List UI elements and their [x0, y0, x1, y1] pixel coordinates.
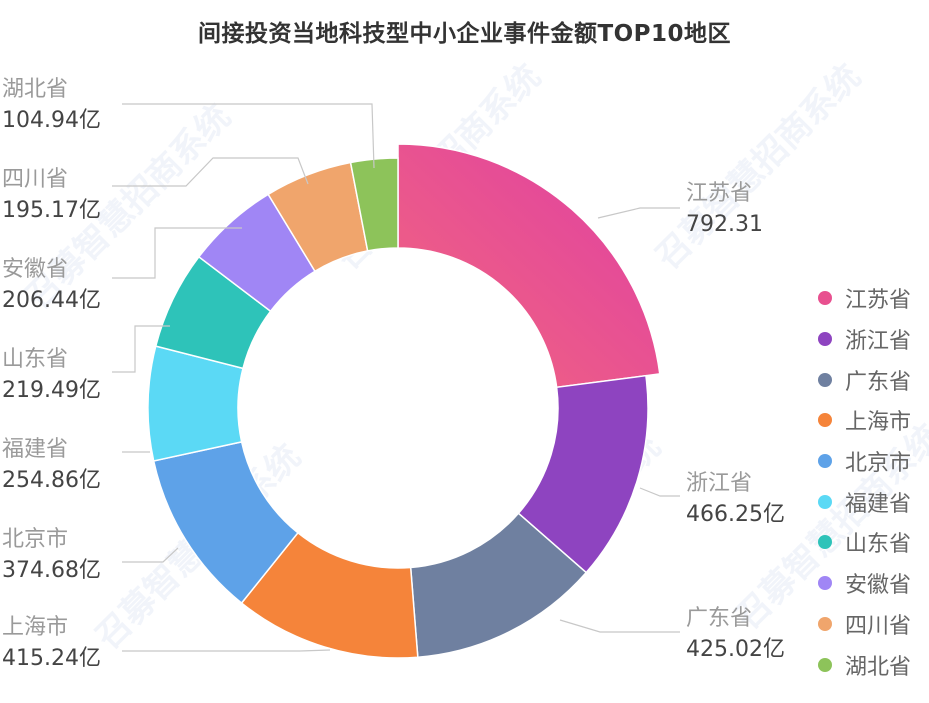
- legend-dot-icon: [818, 332, 832, 347]
- legend-item[interactable]: 上海市: [818, 400, 911, 441]
- legend-dot-icon: [818, 494, 832, 509]
- leader-line: [122, 649, 331, 652]
- legend-item[interactable]: 福建省: [818, 481, 911, 522]
- leader-line: [112, 157, 309, 187]
- slice-label-name: 上海市: [2, 615, 68, 640]
- legend-item[interactable]: 北京市: [818, 441, 911, 482]
- legend-dot-icon: [818, 372, 832, 387]
- chart-legend: 江苏省浙江省广东省上海市北京市福建省山东省安徽省四川省湖北省: [818, 278, 911, 685]
- leader-line: [597, 207, 680, 219]
- legend-dot-icon: [818, 616, 832, 631]
- leader-line: [122, 547, 179, 563]
- slice-label-name: 浙江省: [686, 471, 752, 496]
- legend-item[interactable]: 广东省: [818, 359, 911, 400]
- legend-label: 安徽省: [845, 573, 912, 599]
- leader-line: [559, 619, 680, 633]
- slice-label-name: 山东省: [2, 347, 68, 372]
- slice-label-name: 四川省: [2, 167, 68, 192]
- slice-label-value: 104.94亿: [2, 108, 101, 133]
- slice-label-name: 江苏省: [686, 181, 752, 206]
- legend-label: 广东省: [845, 369, 912, 395]
- donut-slice-0[interactable]: [397, 143, 661, 389]
- legend-item[interactable]: 山东省: [818, 522, 911, 563]
- leader-line: [639, 487, 680, 497]
- legend-dot-icon: [818, 454, 832, 469]
- legend-label: 山东省: [845, 532, 912, 558]
- legend-dot-icon: [818, 413, 832, 428]
- chart-title: 间接投资当地科技型中小企业事件金额TOP10地区: [197, 21, 732, 47]
- legend-item[interactable]: 安徽省: [818, 563, 911, 604]
- leader-line: [122, 103, 375, 169]
- legend-dot-icon: [818, 576, 832, 591]
- legend-item[interactable]: 浙江省: [818, 319, 911, 360]
- legend-label: 四川省: [845, 613, 912, 639]
- legend-item[interactable]: 江苏省: [818, 278, 911, 319]
- donut-slices: [147, 143, 661, 659]
- label-leader-lines: [112, 103, 680, 652]
- slice-label-name: 安徽省: [2, 257, 68, 282]
- legend-label: 江苏省: [845, 288, 912, 314]
- legend-dot-icon: [818, 291, 832, 306]
- slice-label-value: 219.49亿: [2, 378, 101, 403]
- legend-dot-icon: [818, 657, 832, 672]
- legend-label: 浙江省: [845, 329, 912, 355]
- legend-label: 北京市: [845, 451, 912, 477]
- leader-line: [112, 325, 170, 373]
- legend-label: 上海市: [845, 410, 912, 436]
- slice-label-name: 湖北省: [2, 77, 68, 102]
- slice-label-name: 北京市: [2, 527, 68, 552]
- slice-label-value: 792.31: [686, 212, 763, 237]
- legend-dot-icon: [818, 535, 832, 550]
- slice-label-value: 206.44亿: [2, 288, 101, 313]
- legend-label: 湖北省: [845, 654, 912, 680]
- slice-label-value: 425.02亿: [686, 637, 785, 662]
- legend-label: 福建省: [845, 491, 912, 517]
- slice-label-value: 195.17亿: [2, 198, 101, 223]
- legend-item[interactable]: 四川省: [818, 604, 911, 645]
- legend-item[interactable]: 湖北省: [818, 644, 911, 685]
- slice-label-name: 福建省: [2, 437, 68, 462]
- slice-label-name: 广东省: [686, 606, 752, 631]
- slice-label-value: 374.68亿: [2, 558, 101, 583]
- leader-line: [112, 227, 242, 279]
- slice-label-value: 415.24亿: [2, 646, 101, 671]
- slice-label-value: 466.25亿: [686, 502, 785, 527]
- donut-slice-9[interactable]: [349, 157, 399, 252]
- slice-label-value: 254.86亿: [2, 468, 101, 493]
